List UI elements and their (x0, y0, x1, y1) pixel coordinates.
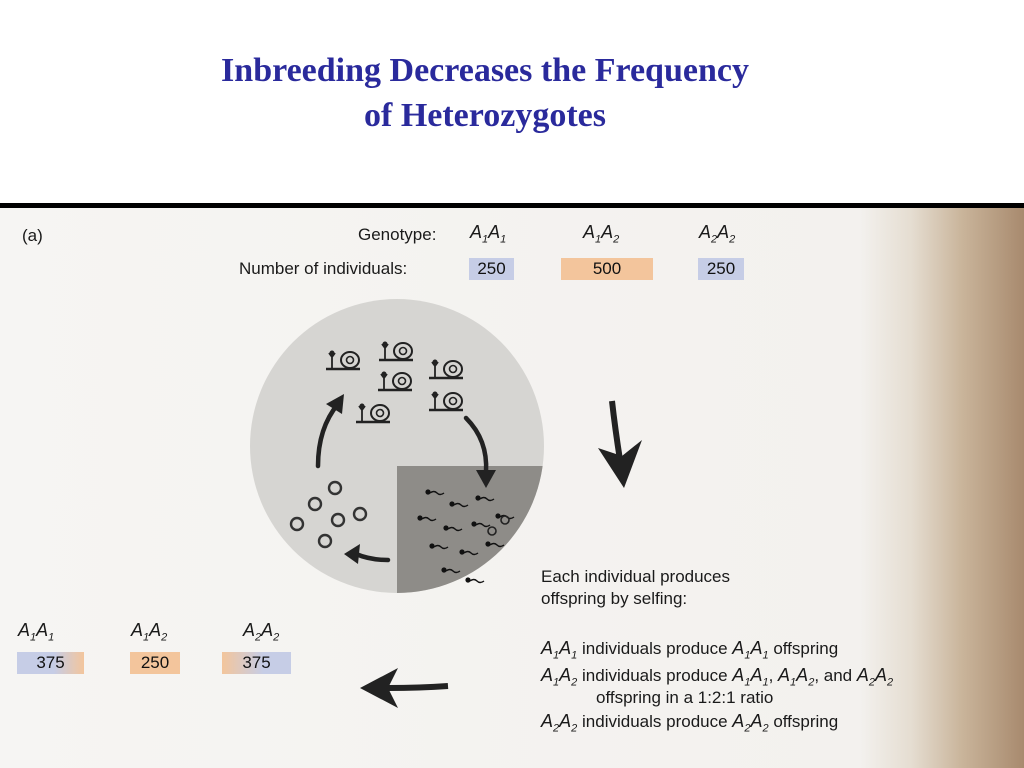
explanation-rule-2-line-2: offspring in a 1:2:1 ratio (596, 688, 774, 707)
result-genotype-A1A1: A1A1 (18, 620, 55, 644)
life-cycle-diagram (250, 299, 642, 708)
genotype-A1A1: A1A1 (470, 222, 507, 246)
explanation-intro-2: offspring by selfing: (541, 589, 688, 608)
count-box-A1A2: 500 (561, 258, 653, 280)
result-genotype-A2A2: A2A2 (243, 620, 280, 644)
count-box-A2A2: 250 (698, 258, 744, 280)
individuals-label: Number of individuals: (239, 259, 408, 278)
result-count-box-A1A2: 250 (130, 652, 180, 674)
title-line-1: Inbreeding Decreases the Frequency (221, 52, 749, 89)
left-arrow-icon (360, 668, 449, 708)
egg-icon (289, 480, 368, 549)
divider-rule (0, 203, 1024, 208)
figure-panel: (a) Genotype: Number of individuals: A1A… (0, 208, 1024, 768)
sperm-icon (416, 488, 515, 584)
genotype-label: Genotype: (358, 225, 437, 244)
genotype-A1A2: A1A2 (583, 222, 620, 246)
result-count-box-A2A2: 375 (222, 652, 291, 674)
life-cycle-circle (250, 299, 544, 593)
explanation-rule-1: A1A1 individuals produce A1A1 offspring (541, 638, 839, 662)
result-count-box-A1A1: 375 (17, 652, 84, 674)
genotype-A2A2: A2A2 (699, 222, 736, 246)
panel-label: (a) (22, 226, 43, 245)
explanation-rule-2: A1A2 individuals produce A1A1, A1A2, and… (541, 665, 894, 689)
title-line-2: of Heterozygotes (364, 97, 606, 134)
explanation-intro-1: Each individual produces (541, 567, 731, 586)
down-arrow-icon (598, 400, 642, 488)
result-genotype-A1A2: A1A2 (131, 620, 168, 644)
slide-title: Inbreeding Decreases the Frequency of He… (0, 48, 970, 138)
explanation-rule-3: A2A2 individuals produce A2A2 offspring (541, 711, 839, 735)
count-box-A1A1: 250 (469, 258, 514, 280)
